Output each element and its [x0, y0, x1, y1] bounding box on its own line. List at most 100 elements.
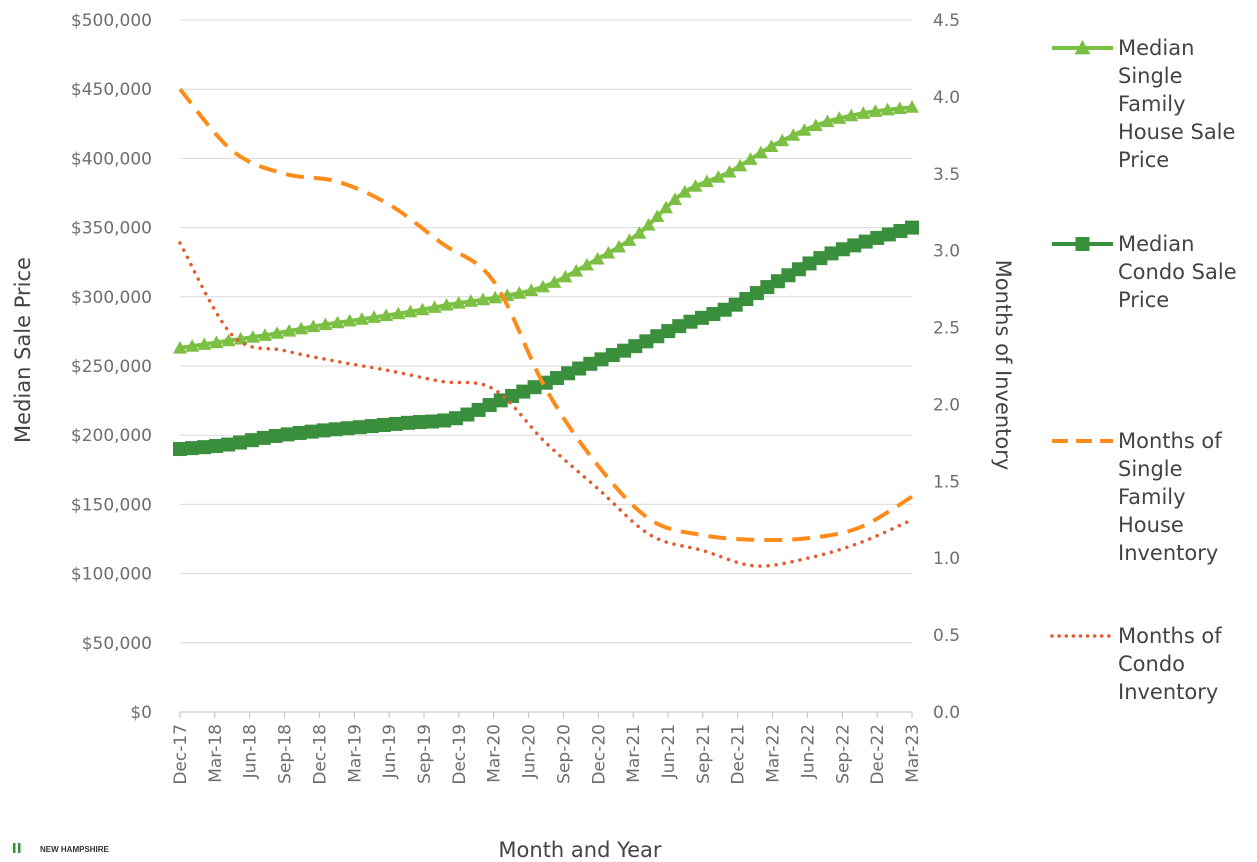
series-point: [400, 415, 415, 430]
series-point: [905, 220, 919, 235]
legend-label: Months of Single Family House Inventory: [1118, 429, 1222, 565]
x-tick-label: Jun-20: [520, 724, 540, 779]
legend-item: Months of Single Family House Inventory: [1052, 429, 1222, 565]
series-point: [185, 441, 200, 456]
series-point: [379, 308, 394, 322]
series-point: [641, 218, 656, 231]
x-axis-ticks: Dec-17 Mar-18 Jun-18 Sep-18 Dec-18 Mar-19 Jun-…: [171, 712, 923, 785]
x-tick-label: Dec-18: [310, 724, 330, 785]
series-point: [672, 319, 687, 334]
series-point: [197, 337, 212, 350]
y2-tick-label: 2.5: [933, 319, 960, 339]
x-tick-label: Dec-22: [868, 724, 888, 785]
series-point: [579, 257, 594, 271]
series-point: [688, 179, 703, 192]
series-point: [802, 256, 817, 271]
series-point: [463, 294, 478, 307]
series-point: [791, 262, 806, 277]
series-point: [197, 440, 212, 455]
series-point: [628, 339, 643, 354]
series-point: [699, 174, 714, 188]
series-point: [905, 100, 919, 113]
legend-item: Months of Condo Inventory: [1050, 624, 1222, 704]
series-point: [775, 133, 790, 147]
series-point: [244, 433, 259, 448]
series-point: [870, 230, 885, 245]
series-point: [786, 128, 801, 141]
x-tick-label: Jun-21: [659, 724, 679, 779]
y-tick-label: $300,000: [71, 288, 152, 308]
series-point: [728, 297, 743, 312]
series-point: [583, 356, 598, 371]
series-point: [524, 283, 539, 296]
series-point: [832, 111, 847, 124]
x-tick-label: Dec-17: [171, 724, 191, 785]
series-point: [256, 430, 271, 445]
series-point: [437, 413, 452, 428]
legend: Median Single Family House Sale Price Median C…: [1050, 36, 1237, 704]
x-tick-label: Sep-20: [554, 724, 574, 784]
y-tick-label: $250,000: [71, 357, 152, 377]
series-point: [770, 274, 785, 289]
series-point: [391, 306, 406, 320]
series-point: [760, 280, 775, 295]
series-point: [661, 324, 676, 339]
series-point: [415, 302, 430, 316]
x-tick-label: Mar-20: [485, 724, 505, 783]
gridlines: [180, 19, 912, 713]
series-point: [844, 108, 859, 122]
y2-tick-label: 0.0: [933, 703, 960, 723]
legend-label: Months of Condo Inventory: [1118, 624, 1222, 704]
series-point: [677, 185, 692, 198]
series-point: [221, 437, 236, 452]
series-point: [824, 246, 839, 261]
x-tick-label: Sep-18: [276, 724, 296, 784]
x-tick-label: Mar-21: [624, 724, 644, 783]
y-axis-title: Median Sale Price: [11, 257, 35, 443]
y2-tick-label: 2.0: [933, 395, 960, 415]
series-point: [722, 164, 737, 178]
series-point: [739, 292, 754, 307]
legend-item: Median Single Family House Sale Price: [1052, 36, 1235, 172]
series-point: [294, 321, 309, 335]
series-point: [880, 102, 895, 116]
legend-label: Median Single Family House Sale Price: [1118, 36, 1235, 172]
x-tick-label: Jun-19: [380, 724, 400, 779]
y2-tick-label: 3.0: [933, 242, 960, 262]
x-tick-label: Sep-19: [415, 724, 435, 784]
y2-tick-label: 4.0: [933, 88, 960, 108]
series-point: [173, 341, 187, 354]
series-point: [282, 323, 297, 337]
series-point: [601, 246, 616, 259]
x-tick-label: Sep-22: [833, 724, 853, 784]
series-point: [318, 317, 333, 331]
y-tick-label: $450,000: [71, 80, 152, 100]
y-tick-label: $200,000: [71, 426, 152, 446]
series-point: [268, 428, 283, 443]
series-point: [427, 300, 442, 313]
series-point: [847, 238, 862, 253]
series-point: [245, 330, 260, 343]
series-point: [569, 263, 584, 277]
series-point: [364, 419, 379, 434]
logo-bar: [18, 843, 21, 853]
series-point: [617, 343, 632, 358]
series-point: [694, 310, 709, 325]
series-point: [813, 251, 828, 266]
series-point: [622, 233, 637, 246]
series-point: [605, 348, 620, 363]
series-point: [451, 296, 466, 309]
series-point: [856, 106, 871, 119]
y-tick-label: $0: [130, 703, 152, 723]
series-point: [893, 224, 908, 239]
series-point: [403, 304, 418, 318]
y-tick-label: $500,000: [71, 11, 152, 31]
x-tick-label: Sep-21: [694, 724, 714, 784]
left-axis-ticks: $0 $50,000 $100,000 $150,000 $200,000 $250,00…: [71, 11, 152, 723]
series-point: [330, 315, 345, 329]
logo-text: NEW HAMPSHIRE: [40, 845, 110, 854]
series-point: [342, 313, 357, 327]
series-point: [439, 298, 454, 311]
